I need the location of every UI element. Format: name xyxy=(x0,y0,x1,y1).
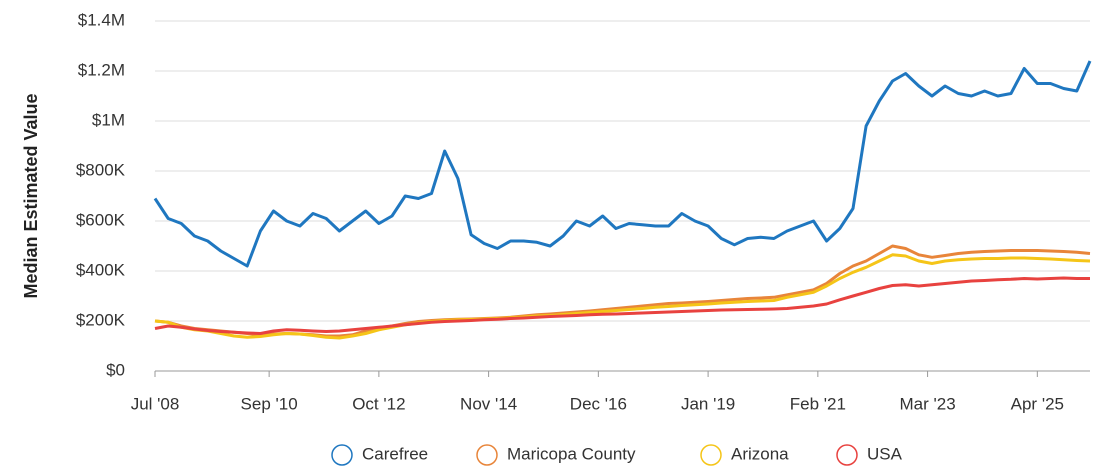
y-tick-label: $1.2M xyxy=(78,60,125,79)
legend-marker xyxy=(836,444,858,466)
y-tick-label: $400K xyxy=(76,260,126,279)
y-tick-label: $600K xyxy=(76,210,126,229)
x-tick-label: Apr '25 xyxy=(1011,394,1064,413)
y-tick-label: $1M xyxy=(92,110,125,129)
x-tick-label: Nov '14 xyxy=(460,394,517,413)
y-axis-label: Median Estimated Value xyxy=(21,93,41,298)
legend-marker xyxy=(700,444,722,466)
x-tick-label: Mar '23 xyxy=(900,394,956,413)
series-line xyxy=(154,276,1090,335)
legend-marker xyxy=(476,444,498,466)
series-line xyxy=(153,60,1092,268)
x-tick-label: Jul '08 xyxy=(131,394,180,413)
x-tick-label: Sep '10 xyxy=(241,394,298,413)
y-tick-label: $200K xyxy=(76,310,126,329)
x-tick-label: Jan '19 xyxy=(681,394,735,413)
x-tick-label: Dec '16 xyxy=(570,394,627,413)
series-line xyxy=(154,253,1091,340)
y-tick-label: $800K xyxy=(76,160,126,179)
y-tick-label: $0 xyxy=(106,360,125,379)
legend-marker xyxy=(331,444,353,466)
legend-label: USA xyxy=(867,444,903,463)
x-tick-label: Oct '12 xyxy=(352,394,405,413)
legend-label: Carefree xyxy=(362,444,428,463)
y-tick-label: $1.4M xyxy=(78,10,125,29)
legend-label: Arizona xyxy=(731,444,789,463)
x-tick-label: Feb '21 xyxy=(790,394,846,413)
legend-label: Maricopa County xyxy=(507,444,636,463)
